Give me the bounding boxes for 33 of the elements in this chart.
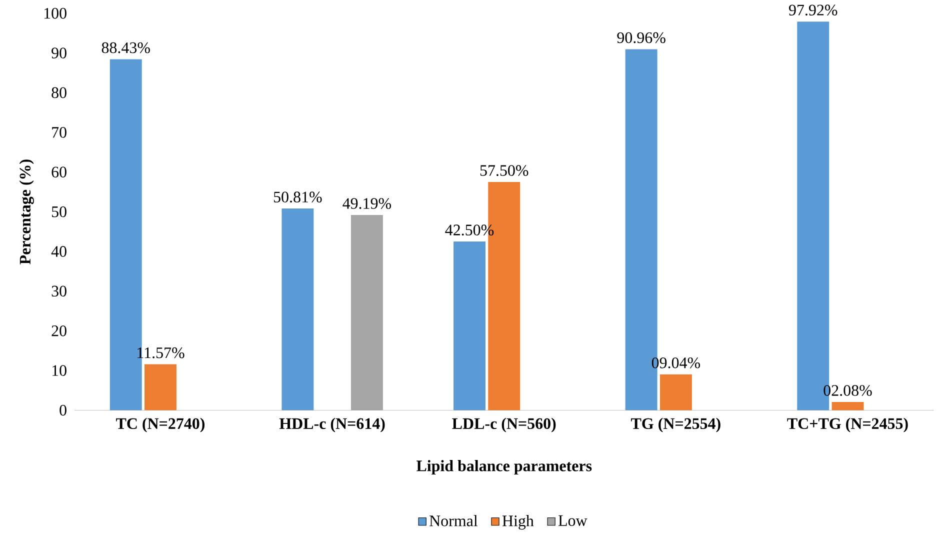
x-tick-label: TG (N=2554) xyxy=(631,418,720,432)
data-label: 90.96% xyxy=(617,32,666,43)
y-tick-label: 100 xyxy=(44,8,66,18)
bar xyxy=(282,208,314,410)
x-tick-label: TC (N=2740) xyxy=(116,418,205,432)
bar xyxy=(454,241,486,410)
y-tick-label: 20 xyxy=(52,325,66,336)
bar xyxy=(350,214,383,410)
data-label: 50.81% xyxy=(274,191,322,202)
data-label: 97.92% xyxy=(789,4,838,16)
legend-label: Normal xyxy=(430,514,478,526)
y-tick-label: 60 xyxy=(52,166,66,178)
legend-label: Low xyxy=(558,515,588,526)
data-label: 49.19% xyxy=(342,198,392,209)
bar xyxy=(660,374,692,410)
legend-label: High xyxy=(502,514,534,530)
y-tick-label: 90 xyxy=(52,47,66,58)
y-tick-label: 70 xyxy=(52,126,66,138)
y-axis-title: Percentage (%) xyxy=(19,159,34,264)
data-label: 57.50% xyxy=(480,164,528,176)
y-tick-label: 40 xyxy=(51,246,66,257)
x-axis-title: Lipid balance parameters xyxy=(416,460,592,474)
y-tick-label: 50 xyxy=(52,206,66,217)
y-tick-label: 10 xyxy=(52,364,66,376)
bar xyxy=(832,402,864,410)
y-tick-label: 0 xyxy=(60,404,66,416)
y-tick-label: 30 xyxy=(52,286,66,296)
x-tick-label: HDL-c (N=614) xyxy=(279,418,385,432)
y-tick-label: 80 xyxy=(52,87,66,98)
x-tick-label: LDL-c (N=560) xyxy=(452,418,556,432)
bar xyxy=(144,364,176,410)
data-label: 88.43% xyxy=(102,42,150,53)
x-tick-label: TC+TG (N=2455) xyxy=(787,418,908,432)
